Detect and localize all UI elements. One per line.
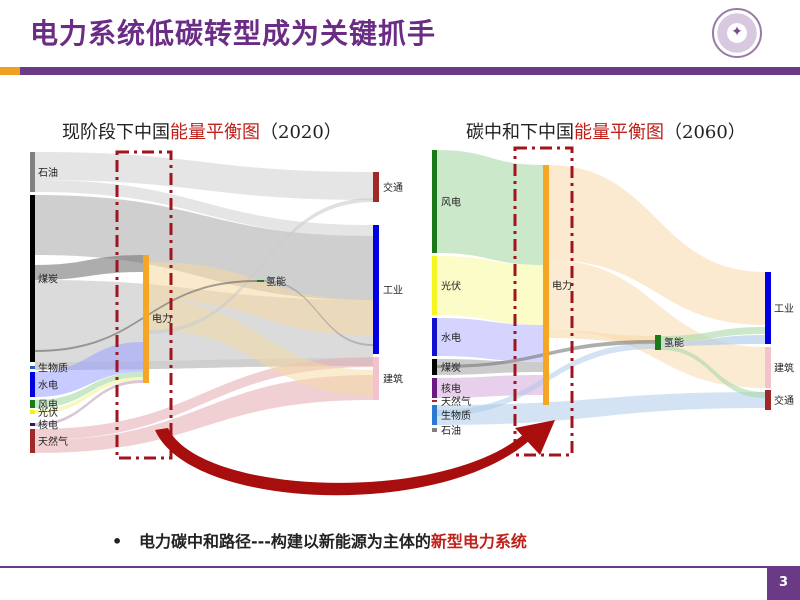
flow-gas-buildings: [35, 357, 373, 440]
right-sink-buildings-node: [765, 347, 771, 388]
flow-oil-industry: [35, 180, 373, 236]
left-hydrogen-node: [257, 280, 264, 282]
right-source-wind-label: 风电: [441, 196, 461, 209]
left-source-oil-node: [30, 152, 35, 192]
bullet-point: • 电力碳中和路径---构建以新能源为主体的新型电力系统: [112, 532, 527, 551]
flow-biomass-transport: [437, 392, 765, 425]
flow-hydrogen-industry: [661, 327, 765, 342]
left-source-wind-node: [30, 400, 35, 408]
right-source-hydro-label: 水电: [441, 331, 461, 344]
right-source-biomass-label: 生物质: [441, 409, 471, 422]
left-source-coal-label: 煤炭: [38, 273, 58, 286]
footer-divider: [0, 566, 800, 568]
left-sink-buildings-node: [373, 357, 379, 400]
left-sink-industry-label: 工业: [383, 285, 403, 297]
left-source-nuclear-node: [30, 423, 35, 426]
right-source-nuclear-label: 核电: [441, 382, 461, 395]
slide-title: 电力系统低碳转型成为关键抓手: [30, 17, 437, 50]
right-source-solar-node: [432, 256, 437, 315]
right-hydrogen-label: 氢能: [664, 336, 684, 349]
right-sink-industry-node: [765, 272, 771, 344]
flow-coal-industry: [35, 195, 373, 300]
right-diagram-title: 碳中和下中国能量平衡图（2060）: [466, 122, 746, 143]
right-source-gas-label: 天然气: [441, 395, 471, 408]
right-source-oil-label: 石油: [441, 424, 461, 437]
left-source-gas-node: [30, 429, 35, 453]
university-seal-logo: ✦: [712, 8, 762, 58]
left-source-biomass-node: [30, 366, 35, 369]
flow-wind-electricity: [437, 150, 543, 265]
left-electricity-highlight-box: [115, 150, 173, 460]
flow-gas-buildings-2: [35, 375, 373, 453]
right-source-oil-node: [432, 428, 437, 432]
left-electricity-node: [143, 255, 149, 383]
header-accent-bar: [0, 67, 20, 75]
right-hydrogen-node: [655, 335, 661, 350]
page-number: 3: [767, 568, 800, 600]
left-source-hydro-node: [30, 372, 35, 397]
right-source-biomass-node: [432, 405, 437, 425]
left-sink-buildings-label: 建筑: [383, 373, 403, 386]
right-source-coal-label: 煤炭: [441, 361, 461, 374]
left-hydrogen-label: 氢能: [266, 275, 286, 288]
left-sink-transport-node: [373, 172, 379, 202]
left-source-solar-node: [30, 410, 35, 414]
right-source-solar-label: 光伏: [441, 280, 461, 293]
flow-hydrogen-industry: [264, 280, 373, 346]
right-source-coal-node: [432, 359, 437, 375]
flow-hydrogen-transport: [661, 346, 765, 398]
flow-electricity-industry: [149, 262, 373, 335]
right-source-wind-node: [432, 150, 437, 253]
right-sink-industry-label: 工业: [774, 303, 794, 315]
left-source-nuclear-label: 核电: [38, 419, 58, 432]
right-sink-transport-node: [765, 390, 771, 410]
flow-electricity-industry: [548, 165, 765, 325]
left-source-gas-label: 天然气: [38, 435, 68, 448]
left-source-hydro-label: 水电: [38, 379, 58, 392]
right-electricity-node: [543, 165, 549, 405]
flow-nuclear-electricity: [35, 380, 143, 426]
right-sink-transport-label: 交通: [774, 394, 794, 407]
flow-electricity-transport: [149, 198, 373, 334]
flow-solar-electricity: [35, 377, 143, 414]
right-source-nuclear-node: [432, 378, 437, 398]
left-source-coal-node: [30, 195, 35, 362]
left-sink-industry-node: [373, 225, 379, 354]
flow-wind-electricity: [35, 372, 143, 408]
right-source-gas-node: [432, 400, 437, 402]
transition-arrow: [155, 428, 530, 496]
flow-hydrogen-industry-2: [661, 335, 765, 346]
right-electricity-label: 电力: [552, 279, 572, 292]
left-diagram-title: 现阶段下中国能量平衡图（2020）: [62, 122, 342, 143]
left-source-oil-label: 石油: [38, 166, 58, 179]
flow-electricity-hydrogen: [548, 330, 655, 343]
flow-electricity-buildings: [149, 300, 373, 395]
right-source-hydro-node: [432, 318, 437, 356]
right-sink-buildings-label: 建筑: [774, 362, 794, 375]
left-source-wind-label: 风电: [38, 398, 58, 411]
flow-oil-transport: [35, 152, 373, 200]
left-source-biomass-label: 生物质: [38, 362, 68, 375]
left-source-solar-label: 光伏: [38, 406, 58, 419]
header-divider: [20, 67, 800, 75]
left-electricity-label: 电力: [152, 312, 172, 325]
left-sink-transport-label: 交通: [383, 181, 403, 194]
flow-hydro-electricity: [35, 342, 143, 397]
transition-arrow-head-icon: [515, 420, 555, 455]
flow-electricity-buildings: [548, 260, 765, 388]
right-electricity-highlight-box: [513, 146, 574, 457]
